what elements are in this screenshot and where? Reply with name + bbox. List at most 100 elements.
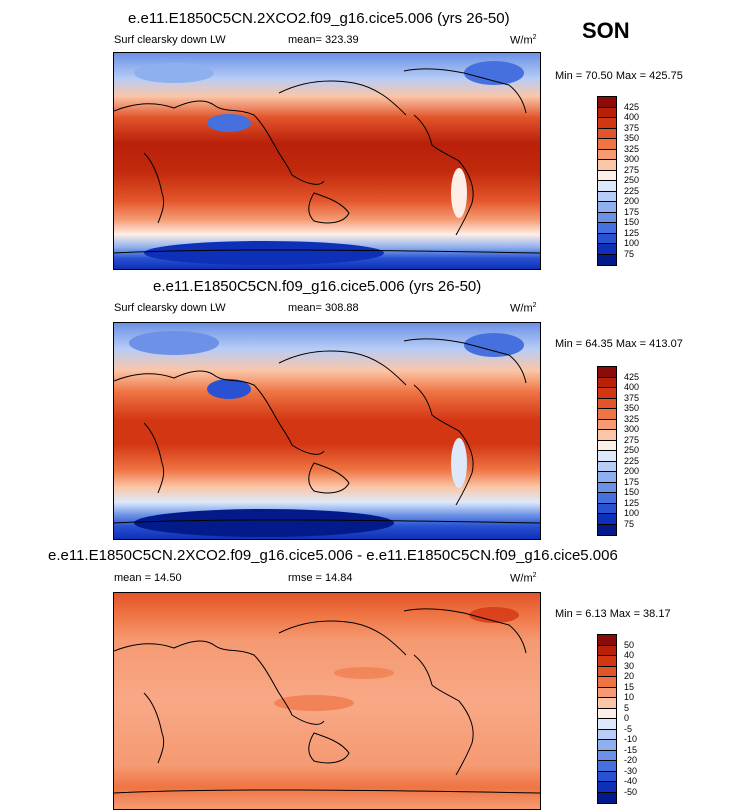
panel1-colorbar-box-11 xyxy=(598,212,616,223)
colorbar-label: 400 xyxy=(624,382,640,392)
panel1-colorbar-box-2 xyxy=(598,118,616,129)
panel2-units: W/m2 xyxy=(510,302,537,315)
panel2-colorbar-box-6 xyxy=(598,430,616,441)
panel3-colorbar-box-11 xyxy=(598,750,616,761)
panel2-title: e.e11.E1850C5CN.f09_g16.cice5.006 (yrs 2… xyxy=(153,278,482,295)
colorbar-label: 125 xyxy=(624,227,640,238)
panel1-colorbar-box-5 xyxy=(598,149,616,160)
panel3-colorbar-box-3 xyxy=(598,666,616,677)
panel2-colorbar-box-11 xyxy=(598,482,616,493)
colorbar-label: -30 xyxy=(624,765,638,776)
panel2-colorbar-box-9 xyxy=(598,461,616,472)
colorbar-label: 350 xyxy=(624,133,640,143)
colorbar-label: 200 xyxy=(624,466,640,476)
colorbar-label: -40 xyxy=(624,776,638,786)
panel2-colorbar-box-5 xyxy=(598,419,616,430)
panel2-colorbar-box-8 xyxy=(598,451,616,462)
colorbar-label: -5 xyxy=(624,723,633,734)
panel3-colorbar xyxy=(597,634,617,804)
colorbar-label: 10 xyxy=(624,692,635,702)
colorbar-label: 300 xyxy=(624,154,640,164)
panel1-colorbar-box-4 xyxy=(598,139,616,150)
panel1-map xyxy=(113,52,541,270)
panel1-title: e.e11.E1850C5CN.2XCO2.f09_g16.cice5.006 … xyxy=(128,10,510,27)
panel3-colorbar-box-0 xyxy=(598,635,616,646)
colorbar-label: 225 xyxy=(624,455,640,466)
panel2-colorbar-box-2 xyxy=(598,388,616,399)
colorbar-label: -20 xyxy=(624,755,638,765)
panel2-variable: Surf clearsky down LW xyxy=(114,302,226,314)
panel1-mean: mean= 323.39 xyxy=(288,34,359,46)
colorbar-label: 425 xyxy=(624,371,640,382)
colorbar-label: 250 xyxy=(624,175,640,185)
panel1-units: W/m2 xyxy=(510,34,537,47)
panel1-colorbar-box-9 xyxy=(598,191,616,202)
panel3-colorbar-box-14 xyxy=(598,782,616,793)
colorbar-label: 275 xyxy=(624,434,640,445)
colorbar-label: 375 xyxy=(624,122,640,133)
colorbar-label: 50 xyxy=(624,639,635,650)
colorbar-label: 325 xyxy=(624,143,640,154)
colorbar-label: 175 xyxy=(624,476,640,487)
panel1-colorbar-box-7 xyxy=(598,170,616,181)
colorbar-label: 100 xyxy=(624,508,640,518)
panel3-map xyxy=(113,592,541,810)
colorbar-label: 250 xyxy=(624,445,640,455)
panel3-minmax: Min = 6.13 Max = 38.17 xyxy=(555,608,671,620)
panel3-title: e.e11.E1850C5CN.2XCO2.f09_g16.cice5.006 … xyxy=(48,547,618,564)
panel2-colorbar xyxy=(597,366,617,536)
panel3-colorbar-box-8 xyxy=(598,719,616,730)
colorbar-label: 125 xyxy=(624,497,640,508)
panel2-colorbar-box-1 xyxy=(598,377,616,388)
colorbar-label: 100 xyxy=(624,238,640,248)
panel1-colorbar-box-6 xyxy=(598,160,616,171)
colorbar-label: 400 xyxy=(624,112,640,122)
colorbar-label: -10 xyxy=(624,734,638,744)
panel2-colorbar-box-4 xyxy=(598,409,616,420)
colorbar-label: 325 xyxy=(624,413,640,424)
colorbar-label: 0 xyxy=(624,713,630,723)
panel2-colorbar-box-3 xyxy=(598,398,616,409)
colorbar-label: 5 xyxy=(624,702,630,713)
colorbar-label: 150 xyxy=(624,217,640,227)
panel1-colorbar-box-8 xyxy=(598,181,616,192)
panel2-mean: mean= 308.88 xyxy=(288,302,359,314)
panel3-colorbar-box-1 xyxy=(598,645,616,656)
colorbar-label: 150 xyxy=(624,487,640,497)
colorbar-label: 275 xyxy=(624,164,640,175)
panel1-colorbar-box-3 xyxy=(598,128,616,139)
panel1-colorbar-box-1 xyxy=(598,107,616,118)
colorbar-label: 30 xyxy=(624,660,635,671)
panel2-colorbar-box-13 xyxy=(598,503,616,514)
colorbar-label: 200 xyxy=(624,196,640,206)
panel3-colorbar-box-13 xyxy=(598,771,616,782)
panel1-colorbar-box-12 xyxy=(598,223,616,234)
colorbar-label: 375 xyxy=(624,392,640,403)
panel2-minmax: Min = 64.35 Max = 413.07 xyxy=(555,338,683,350)
panel3-colorbar-box-7 xyxy=(598,708,616,719)
panel3-colorbar-box-4 xyxy=(598,677,616,688)
panel1-colorbar xyxy=(597,96,617,266)
colorbar-label: 225 xyxy=(624,185,640,196)
panel3-units: W/m2 xyxy=(510,572,537,585)
colorbar-label: 175 xyxy=(624,206,640,217)
panel3-mean: mean = 14.50 xyxy=(114,572,182,584)
panel3-colorbar-box-5 xyxy=(598,687,616,698)
panel3-colorbar-box-6 xyxy=(598,698,616,709)
panel1-colorbar-box-0 xyxy=(598,97,616,108)
panel1-variable: Surf clearsky down LW xyxy=(114,34,226,46)
panel3-rmse: rmse = 14.84 xyxy=(288,572,353,584)
panel2-colorbar-box-0 xyxy=(598,367,616,378)
colorbar-label: 425 xyxy=(624,101,640,112)
panel3-colorbar-box-15 xyxy=(598,792,616,803)
panel1-colorbar-box-15 xyxy=(598,254,616,265)
panel3-colorbar-box-9 xyxy=(598,729,616,740)
panel2-colorbar-box-15 xyxy=(598,524,616,535)
colorbar-label: 300 xyxy=(624,424,640,434)
panel2-colorbar-box-12 xyxy=(598,493,616,504)
panel3-colorbar-box-12 xyxy=(598,761,616,772)
panel1-minmax: Min = 70.50 Max = 425.75 xyxy=(555,70,683,82)
colorbar-label: 75 xyxy=(624,518,635,529)
panel2-map xyxy=(113,322,541,540)
panel2-colorbar-box-10 xyxy=(598,472,616,483)
